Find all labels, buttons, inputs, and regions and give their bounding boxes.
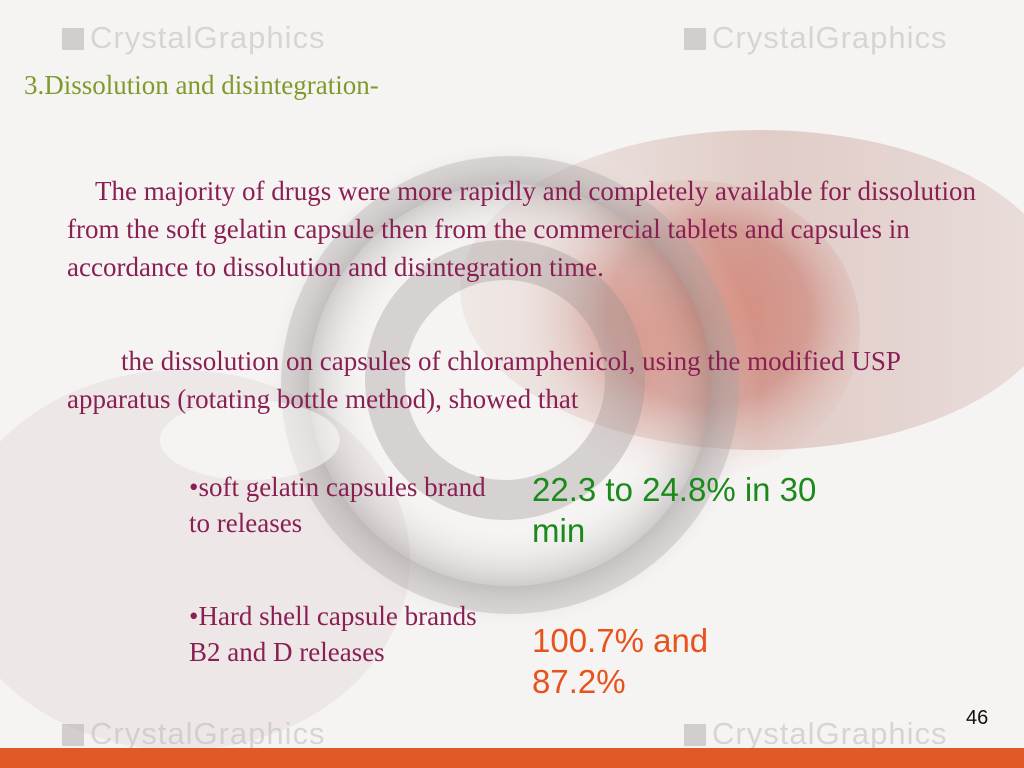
bottom-accent-bar	[0, 748, 1024, 768]
item-1-label: •soft gelatin capsules brand to releases	[189, 472, 486, 538]
paragraph-2: the dissolution on capsules of chloramph…	[67, 346, 900, 414]
crystalgraphics-logo-icon	[62, 724, 84, 746]
watermark-text: CrystalGraphics	[90, 20, 326, 55]
watermark-text: CrystalGraphics	[712, 716, 948, 751]
watermark-text: CrystalGraphics	[90, 716, 326, 751]
page-number: 46	[966, 707, 989, 729]
paragraph-1: The majority of drugs were more rapidly …	[67, 176, 976, 282]
watermark-text: CrystalGraphics	[712, 20, 948, 55]
watermark-top-right: CrystalGraphics	[684, 20, 948, 56]
item-2-value: 100.7% and 87.2%	[532, 622, 709, 700]
crystalgraphics-logo-icon	[684, 28, 706, 50]
watermark-bottom-left: CrystalGraphics	[62, 716, 326, 752]
item-1-value: 22.3 to 24.8% in 30 min	[532, 471, 817, 549]
item-2-label: •Hard shell capsule brands B2 and D rele…	[189, 601, 477, 667]
crystalgraphics-logo-icon	[684, 724, 706, 746]
watermark-bottom-right: CrystalGraphics	[684, 716, 948, 752]
crystalgraphics-logo-icon	[62, 28, 84, 50]
slide-heading: 3.Dissolution and disintegration-	[24, 70, 379, 100]
watermark-top-left: CrystalGraphics	[62, 20, 326, 56]
